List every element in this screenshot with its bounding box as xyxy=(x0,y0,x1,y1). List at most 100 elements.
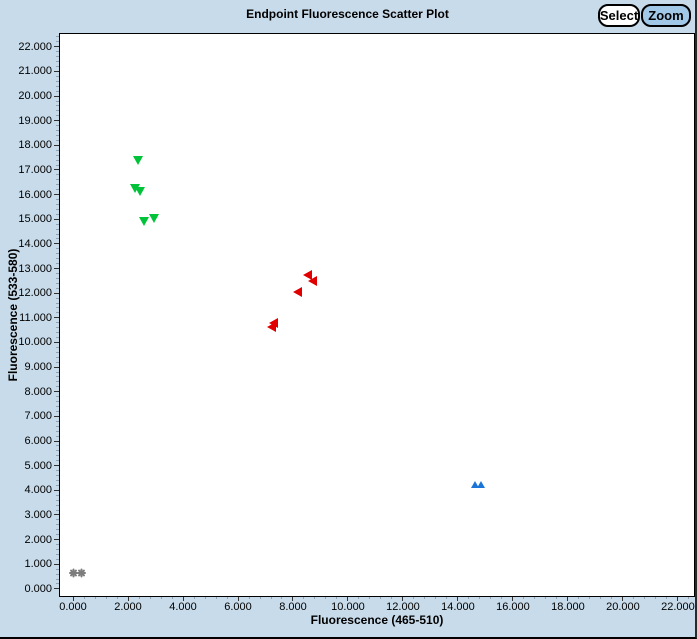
y-axis-minor-tick xyxy=(56,327,59,329)
y-axis-minor-tick xyxy=(56,312,59,314)
y-axis-tick-label: 20.000 xyxy=(18,90,52,103)
y-axis-tick-label: 0.000 xyxy=(24,582,52,595)
y-axis-tick-label: 22.000 xyxy=(18,40,52,53)
y-axis-major-tick xyxy=(54,243,59,245)
x-axis-minor-tick xyxy=(644,597,646,599)
plot-area[interactable] xyxy=(59,33,695,597)
x-axis-tick-label: 4.000 xyxy=(169,601,197,613)
x-axis-minor-tick xyxy=(94,597,96,599)
y-axis-major-tick xyxy=(54,391,59,393)
y-axis-major-tick xyxy=(54,563,59,565)
y-axis-minor-tick xyxy=(56,504,59,506)
x-axis-minor-tick xyxy=(468,597,470,599)
x-axis-major-tick xyxy=(237,597,239,601)
y-axis-minor-tick xyxy=(56,410,59,412)
x-axis-minor-tick xyxy=(534,597,536,599)
x-axis-minor-tick xyxy=(556,597,558,599)
y-axis-minor-tick xyxy=(56,139,59,141)
data-point-triangle-down-marker xyxy=(135,186,146,196)
x-axis-major-tick xyxy=(182,597,184,601)
y-axis-tick-label: 4.000 xyxy=(24,484,52,497)
x-axis-tick-label: 22.000 xyxy=(661,601,695,613)
x-axis-major-tick xyxy=(347,597,349,601)
y-axis-minor-tick xyxy=(56,337,59,339)
zoom-button[interactable]: Zoom xyxy=(641,4,691,27)
y-axis-tick-label: 16.000 xyxy=(18,188,52,201)
x-axis-minor-tick xyxy=(523,597,525,599)
y-axis-major-tick xyxy=(54,218,59,220)
x-axis-minor-tick xyxy=(314,597,316,599)
x-axis-minor-tick xyxy=(270,597,272,599)
x-axis-tick-label: 8.000 xyxy=(279,601,307,613)
x-axis-minor-tick xyxy=(259,597,261,599)
y-axis-major-tick xyxy=(54,588,59,590)
y-axis-minor-tick xyxy=(56,460,59,462)
x-axis-minor-tick xyxy=(688,597,690,599)
y-axis-minor-tick xyxy=(56,75,59,77)
y-axis-minor-tick xyxy=(56,253,59,255)
y-axis-minor-tick xyxy=(56,85,59,87)
y-axis-major-tick xyxy=(54,489,59,491)
y-axis-minor-tick xyxy=(56,272,59,274)
y-axis-minor-tick xyxy=(56,164,59,166)
x-axis-minor-tick xyxy=(226,597,228,599)
y-axis-tick-label: 21.000 xyxy=(18,65,52,78)
select-button[interactable]: Select xyxy=(598,4,640,27)
y-axis-major-tick xyxy=(54,292,59,294)
y-axis-minor-tick xyxy=(56,130,59,132)
y-axis-minor-tick xyxy=(56,475,59,477)
y-axis-minor-tick xyxy=(56,154,59,156)
data-point-triangle-down-marker xyxy=(139,216,150,226)
y-axis-minor-tick xyxy=(56,199,59,201)
y-axis-minor-tick xyxy=(56,110,59,112)
y-axis-minor-tick xyxy=(56,558,59,560)
x-axis-minor-tick xyxy=(424,597,426,599)
y-axis-minor-tick xyxy=(56,159,59,161)
x-axis-major-tick xyxy=(567,597,569,601)
y-axis-minor-tick xyxy=(56,425,59,427)
y-axis-minor-tick xyxy=(56,435,59,437)
y-axis-minor-tick xyxy=(56,386,59,388)
y-axis-major-tick xyxy=(54,70,59,72)
y-axis-tick-label: 8.000 xyxy=(24,385,52,398)
y-axis-major-tick xyxy=(54,465,59,467)
y-axis-tick-label: 6.000 xyxy=(24,435,52,448)
x-axis-major-tick xyxy=(72,597,74,601)
y-axis-major-tick xyxy=(54,440,59,442)
x-axis-major-tick xyxy=(677,597,679,601)
y-axis-minor-tick xyxy=(56,583,59,585)
x-axis-minor-tick xyxy=(193,597,195,599)
x-axis-label: Fluorescence (465-510) xyxy=(310,613,444,627)
y-axis-tick-label: 9.000 xyxy=(24,361,52,374)
y-axis-minor-tick xyxy=(56,184,59,186)
x-axis-minor-tick xyxy=(281,597,283,599)
y-axis-tick-label: 19.000 xyxy=(18,114,52,127)
y-axis-major-tick xyxy=(54,539,59,541)
y-axis-minor-tick xyxy=(56,287,59,289)
y-axis-tick-label: 18.000 xyxy=(18,139,52,152)
x-axis-major-tick xyxy=(622,597,624,601)
x-axis-minor-tick xyxy=(633,597,635,599)
y-axis-minor-tick xyxy=(56,36,59,38)
y-axis-minor-tick xyxy=(56,519,59,521)
y-axis-minor-tick xyxy=(56,189,59,191)
x-axis-minor-tick xyxy=(501,597,503,599)
y-axis-minor-tick xyxy=(56,553,59,555)
y-axis-minor-tick xyxy=(56,223,59,225)
y-axis-minor-tick xyxy=(56,208,59,210)
y-axis-minor-tick xyxy=(56,248,59,250)
y-axis-tick-label: 1.000 xyxy=(24,558,52,571)
y-axis-tick-label: 7.000 xyxy=(24,410,52,423)
x-axis-minor-tick xyxy=(413,597,415,599)
x-axis-minor-tick xyxy=(446,597,448,599)
y-axis-major-tick xyxy=(54,341,59,343)
data-point-star-marker xyxy=(76,568,86,578)
x-axis-minor-tick xyxy=(666,597,668,599)
y-axis-minor-tick xyxy=(56,406,59,408)
y-axis-minor-tick xyxy=(56,282,59,284)
y-axis-minor-tick xyxy=(56,470,59,472)
y-axis-minor-tick xyxy=(56,105,59,107)
y-axis-minor-tick xyxy=(56,420,59,422)
y-axis-tick-label: 3.000 xyxy=(24,508,52,521)
x-axis-tick-label: 20.000 xyxy=(606,601,640,613)
